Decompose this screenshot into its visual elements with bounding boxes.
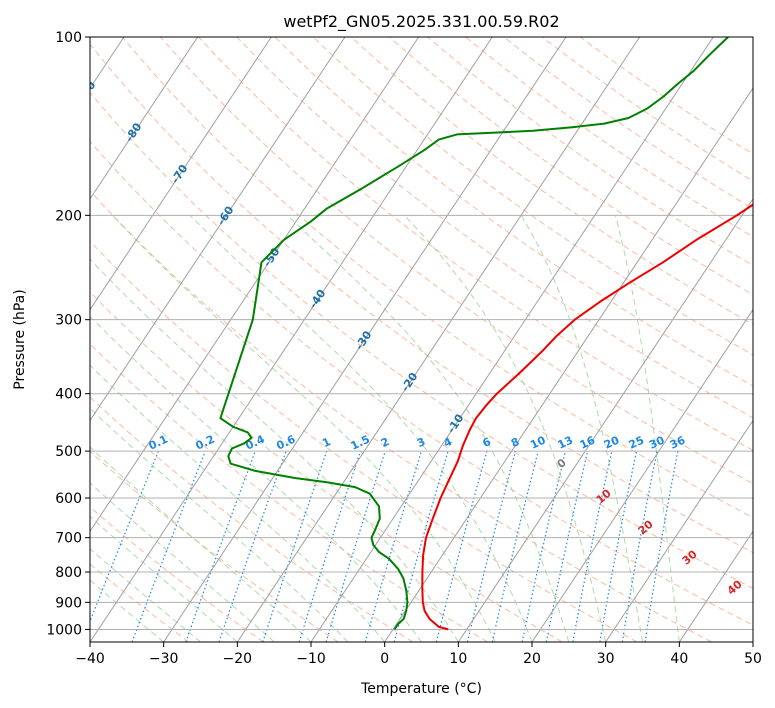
y-tick-label: 500 [55,444,82,460]
moist-adiabat-line [90,407,349,642]
isotherm-line [605,419,753,642]
x-tick-label: −20 [223,651,253,667]
mixing-ratio-label: 16 [578,433,598,451]
dry-adiabat-line [389,37,753,296]
mixing-ratio-line [435,450,488,642]
y-tick-label: 200 [55,208,82,224]
moist-adiabat-line [614,215,680,642]
mixing-ratio-line [599,450,638,642]
mixing-ratio-line [185,450,256,642]
mixing-ratio-line [521,450,567,642]
isotherm-line [90,37,272,311]
dry-adiabat-line [274,37,753,387]
mixing-ratio-line [298,450,362,642]
mixing-ratio-label: 25 [627,434,646,452]
isotherm-line [678,530,753,642]
y-tick-label: 300 [55,313,82,329]
moist-adiabat-line [90,364,386,642]
isotherm-line [531,308,753,642]
isotherm-line [384,87,753,642]
y-tick-label: 400 [55,387,82,403]
mixing-ratio-label: 10 [528,433,548,451]
dry-adiabat-line [90,140,753,626]
moist-adiabat-line [90,482,275,642]
isotherm-line [90,37,346,422]
moist-adiabat-line [90,446,312,642]
y-tick-label: 900 [55,595,82,611]
dewpoint-profile-line [219,37,729,630]
mixing-ratio-label: 30 [647,433,667,451]
mixing-ratio-label: 36 [668,433,688,451]
y-tick-label: 1000 [46,622,82,638]
x-tick-label: 20 [523,651,541,667]
isotherm-label: -90 [77,79,99,103]
y-tick-label: 100 [55,30,82,46]
moist-adiabat-line [189,214,533,642]
x-axis-label: Temperature (°C) [360,681,482,697]
mixing-ratio-line [218,450,287,642]
x-tick-label: 0 [380,651,389,667]
mixing-ratio-line [621,450,658,642]
y-axis-label: Pressure (hPa) [12,289,28,389]
isotherm-line [457,197,753,642]
moist-adiabat-line [520,215,643,642]
mixing-ratio-label: 13 [556,434,575,452]
mixing-ratio-line [644,450,679,642]
mixing-ratio-label: 20 [602,433,622,451]
dry-adiabat-line [427,37,753,267]
dry-adiabat-line [90,91,753,589]
dry-adiabat-line [198,37,753,451]
mixing-ratio-line [364,450,423,642]
x-tick-label: 40 [670,651,688,667]
x-tick-label: 50 [744,651,762,667]
dry-adiabat-line [160,37,753,485]
plot-frame [89,36,754,643]
mixing-ratio-line [572,450,613,642]
x-tick-label: 30 [597,651,615,667]
moist-adiabat-line [112,214,496,642]
y-tick-label: 800 [55,565,82,581]
chart-title: wetPf2_GN05.2025.331.00.59.R02 [283,12,559,32]
moist-adiabat-line [90,315,422,642]
dry-adiabat-line [90,240,638,642]
isotherm-line [90,37,420,533]
isotherm-line [90,37,199,200]
isotherm-line [236,37,641,642]
y-tick-label: 700 [55,531,82,547]
isotherm-line [163,37,567,642]
moist-adiabat-line [90,258,459,642]
isotherm-line [90,37,493,642]
mixing-ratio-line [325,450,386,642]
mixing-ratio-line [491,450,539,642]
mixing-ratio-line [262,450,328,642]
moist-adiabat-line [286,214,570,642]
isotherm-line [310,37,714,642]
dry-adiabat-line [90,43,753,554]
moist-adiabat-line [403,214,607,642]
y-tick-label: 600 [55,491,82,507]
x-tick-label: −30 [149,651,179,667]
x-tick-label: 10 [449,651,467,667]
mixing-ratio-line [393,450,449,642]
temperature-profile-line [421,203,753,631]
dry-adiabat-line [350,37,753,326]
dry-adiabat-line [312,37,753,356]
x-tick-label: −10 [296,651,326,667]
dry-adiabat-line [90,291,563,642]
plot-area: -100-90-80-70-60-50-40-30-20-100.10.20.4… [77,37,753,642]
mixing-ratio-line [466,450,517,642]
x-tick-label: −40 [75,651,105,667]
